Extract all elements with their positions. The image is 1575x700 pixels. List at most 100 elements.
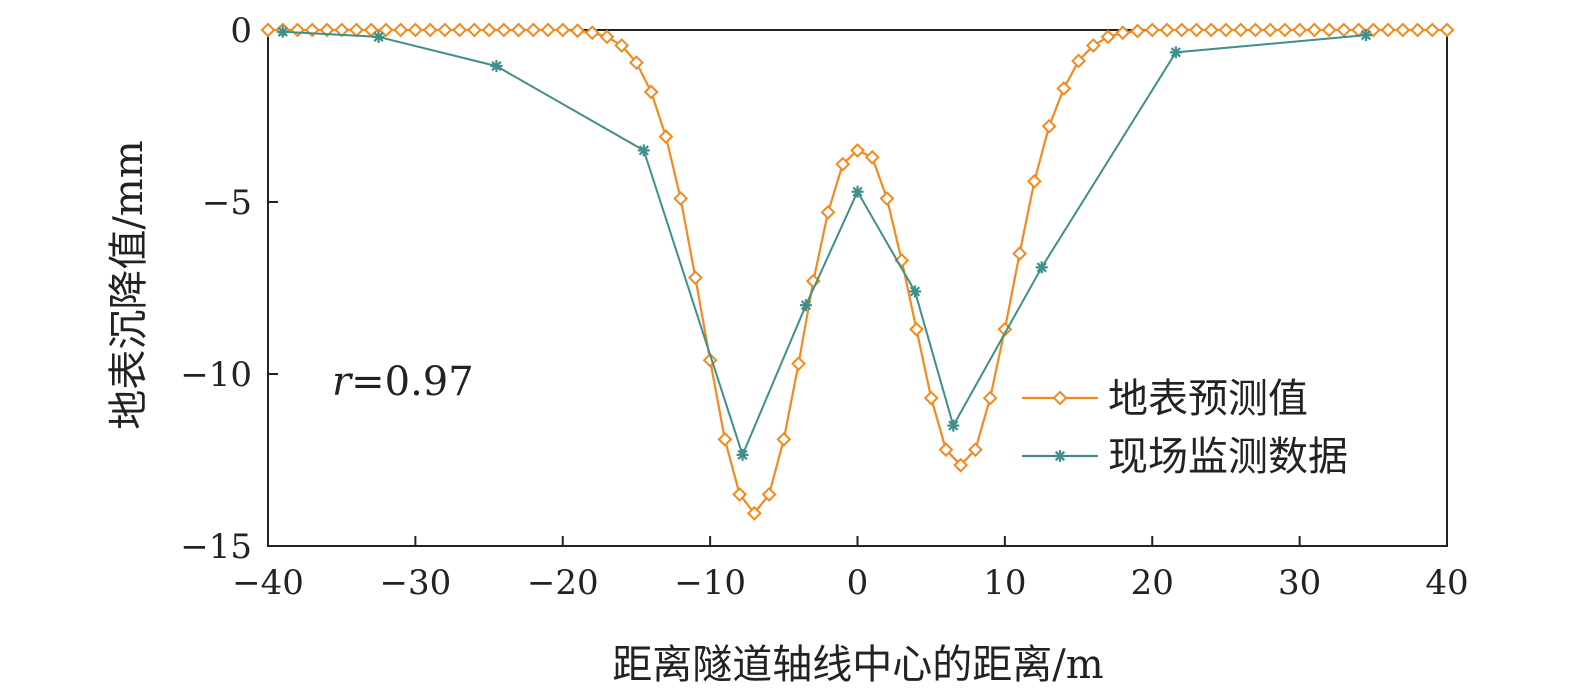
data-point [791, 356, 806, 372]
data-point [466, 22, 482, 38]
series-predicted [260, 22, 1455, 521]
data-point [1218, 22, 1234, 38]
legend-marker [1052, 390, 1068, 406]
data-point [835, 156, 851, 172]
data-point [1071, 53, 1086, 69]
x-tick-label: 40 [1425, 563, 1468, 603]
data-point [511, 22, 526, 38]
legend-item-predicted: 地表预测值 [1022, 376, 1308, 422]
x-tick-label: −40 [232, 563, 304, 603]
data-point [570, 23, 585, 39]
data-point [879, 191, 895, 206]
data-point [1262, 22, 1278, 38]
data-point [1203, 22, 1219, 38]
marker-stroke [909, 286, 921, 297]
x-tick-label: 30 [1278, 563, 1321, 603]
data-point [525, 22, 541, 38]
data-point [584, 25, 600, 41]
marker-stroke [1170, 47, 1181, 58]
data-point [1233, 22, 1249, 38]
data-point [673, 191, 689, 206]
marker-stroke [277, 26, 288, 37]
data-point [1410, 22, 1425, 38]
series-measured [276, 25, 1372, 461]
data-point [1012, 246, 1028, 262]
data-point [776, 431, 792, 447]
data-point [643, 84, 659, 100]
data-point [1056, 81, 1072, 96]
data-point [851, 185, 864, 198]
data-point [1247, 22, 1263, 38]
data-point [799, 299, 812, 312]
data-point [1380, 22, 1396, 38]
data-point [1130, 23, 1145, 39]
data-point [864, 149, 880, 165]
data-point [1100, 29, 1116, 45]
data-point [1144, 22, 1160, 38]
data-point [1174, 22, 1190, 38]
marker-stroke [1360, 30, 1372, 41]
data-point [947, 419, 960, 432]
data-point [1359, 29, 1372, 42]
data-point [938, 442, 954, 458]
data-point [820, 204, 836, 220]
legend-label: 现场监测数据 [1108, 434, 1348, 480]
data-point [1189, 22, 1204, 38]
data-point [496, 22, 512, 38]
data-point [717, 431, 733, 447]
data-point [1085, 38, 1101, 53]
marker-stroke [638, 145, 649, 156]
series-layer [260, 22, 1455, 521]
data-point [422, 22, 438, 38]
annotation-text: =0.97 [351, 359, 474, 405]
legend-marker [1054, 450, 1066, 462]
data-point [1306, 22, 1322, 38]
data-point [1292, 22, 1308, 38]
data-point [1159, 22, 1175, 38]
y-tick-label: −15 [180, 527, 252, 567]
data-point [334, 22, 350, 38]
marker-stroke [737, 449, 748, 460]
marker-stroke [948, 420, 959, 431]
data-point [614, 38, 630, 53]
data-point [1041, 118, 1057, 134]
legend-item-measured: 现场监测数据 [1022, 434, 1348, 480]
data-point [349, 22, 364, 38]
data-point [540, 22, 556, 38]
data-point [967, 442, 983, 458]
data-point [437, 22, 453, 38]
data-point [407, 22, 423, 38]
data-point [1035, 261, 1048, 274]
data-point [452, 22, 468, 38]
annotation-var: r [332, 359, 354, 405]
data-point [393, 22, 409, 38]
marker-stroke [1036, 262, 1047, 273]
data-point [982, 390, 998, 406]
data-point [736, 448, 749, 461]
data-point [629, 55, 644, 71]
data-point [290, 22, 305, 38]
y-tick-label: −5 [202, 183, 252, 223]
data-point [953, 457, 969, 473]
marker-stroke [491, 61, 502, 72]
data-point [1424, 22, 1440, 38]
marker-stroke [852, 186, 863, 197]
data-point [599, 29, 615, 45]
data-point [850, 142, 865, 158]
data-point [1365, 22, 1381, 38]
marker-stroke [800, 300, 812, 311]
x-tick-label: 20 [1131, 563, 1174, 603]
data-point [490, 60, 503, 73]
data-point [1277, 22, 1293, 38]
data-point [1439, 22, 1455, 38]
y-tick-label: −10 [180, 355, 252, 395]
data-point [658, 129, 674, 145]
data-point [687, 270, 703, 286]
data-point [1169, 46, 1182, 59]
data-point [555, 22, 571, 38]
series-line [282, 30, 1367, 458]
x-tick-label: 10 [983, 563, 1026, 603]
data-point [923, 390, 939, 406]
